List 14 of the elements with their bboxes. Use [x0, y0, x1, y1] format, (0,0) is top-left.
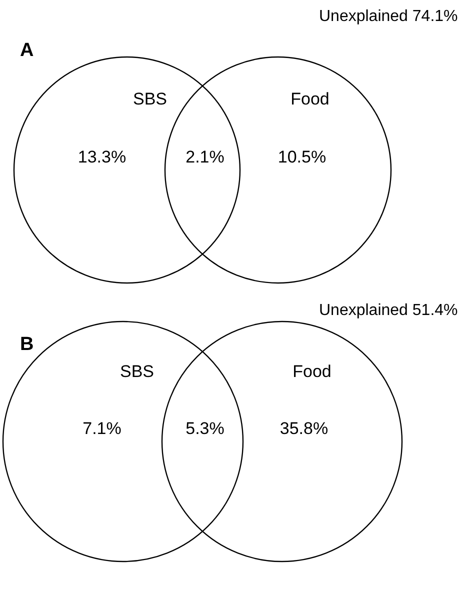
category-label: SBS — [120, 362, 154, 381]
data-label: 7.1% — [82, 418, 122, 438]
category-label: Food — [290, 89, 330, 108]
text: Unexplained 51.4% — [319, 302, 458, 319]
text: B — [20, 334, 34, 355]
text: A — [20, 40, 34, 61]
data-label: 10.5% — [278, 147, 326, 166]
data-label: 5.3% — [186, 418, 224, 438]
data-label: 13.3% — [78, 147, 126, 166]
category-label: Food — [292, 362, 332, 381]
text: Unexplained 74.1% — [319, 8, 458, 25]
category-label: SBS — [132, 89, 168, 108]
data-label: 35.8% — [280, 418, 328, 438]
data-label: 2.1% — [186, 147, 224, 166]
